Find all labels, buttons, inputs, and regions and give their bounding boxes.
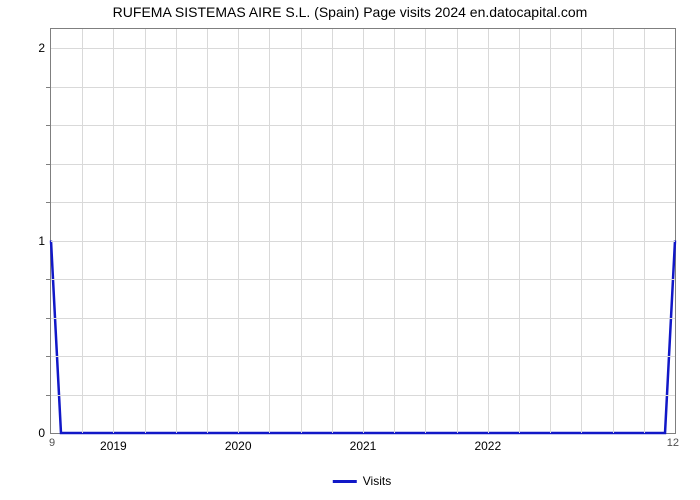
gridline-vertical xyxy=(488,29,489,433)
gridline-horizontal xyxy=(51,164,675,165)
y-minor-tick xyxy=(46,356,51,357)
y-minor-tick xyxy=(46,395,51,396)
gridline-horizontal xyxy=(51,87,675,88)
gridline-vertical xyxy=(113,29,114,433)
gridline-horizontal xyxy=(51,356,675,357)
gridline-vertical xyxy=(644,29,645,433)
gridline-vertical xyxy=(238,29,239,433)
gridline-horizontal xyxy=(51,48,675,49)
x-tick-label: 2022 xyxy=(474,433,501,453)
x-edge-label-left: 9 xyxy=(49,437,55,449)
gridline-vertical xyxy=(581,29,582,433)
gridline-horizontal xyxy=(51,279,675,280)
y-tick-label: 1 xyxy=(38,234,51,248)
plot-area: 0122019202020212022912 xyxy=(50,28,676,434)
legend-swatch xyxy=(333,480,357,483)
gridline-vertical xyxy=(176,29,177,433)
legend: Visits xyxy=(333,474,391,488)
gridline-vertical xyxy=(550,29,551,433)
gridline-horizontal xyxy=(51,241,675,242)
gridline-horizontal xyxy=(51,125,675,126)
x-tick-label: 2020 xyxy=(225,433,252,453)
y-minor-tick xyxy=(46,125,51,126)
chart-title: RUFEMA SISTEMAS AIRE S.L. (Spain) Page v… xyxy=(0,4,700,20)
gridline-vertical xyxy=(269,29,270,433)
gridline-vertical xyxy=(332,29,333,433)
legend-label: Visits xyxy=(363,474,391,488)
y-minor-tick xyxy=(46,87,51,88)
gridline-vertical xyxy=(613,29,614,433)
y-tick-label: 2 xyxy=(38,41,51,55)
gridline-vertical xyxy=(301,29,302,433)
y-minor-tick xyxy=(46,202,51,203)
gridline-horizontal xyxy=(51,318,675,319)
gridline-horizontal xyxy=(51,202,675,203)
x-tick-label: 2019 xyxy=(100,433,127,453)
gridline-vertical xyxy=(207,29,208,433)
gridline-vertical xyxy=(82,29,83,433)
x-tick-label: 2021 xyxy=(350,433,377,453)
gridline-vertical xyxy=(145,29,146,433)
gridline-vertical xyxy=(519,29,520,433)
y-minor-tick xyxy=(46,164,51,165)
gridline-vertical xyxy=(457,29,458,433)
x-edge-label-right: 12 xyxy=(667,437,679,449)
y-minor-tick xyxy=(46,318,51,319)
gridline-vertical xyxy=(425,29,426,433)
gridline-horizontal xyxy=(51,395,675,396)
y-minor-tick xyxy=(46,279,51,280)
chart-container: RUFEMA SISTEMAS AIRE S.L. (Spain) Page v… xyxy=(0,0,700,500)
gridline-vertical xyxy=(363,29,364,433)
gridline-vertical xyxy=(394,29,395,433)
